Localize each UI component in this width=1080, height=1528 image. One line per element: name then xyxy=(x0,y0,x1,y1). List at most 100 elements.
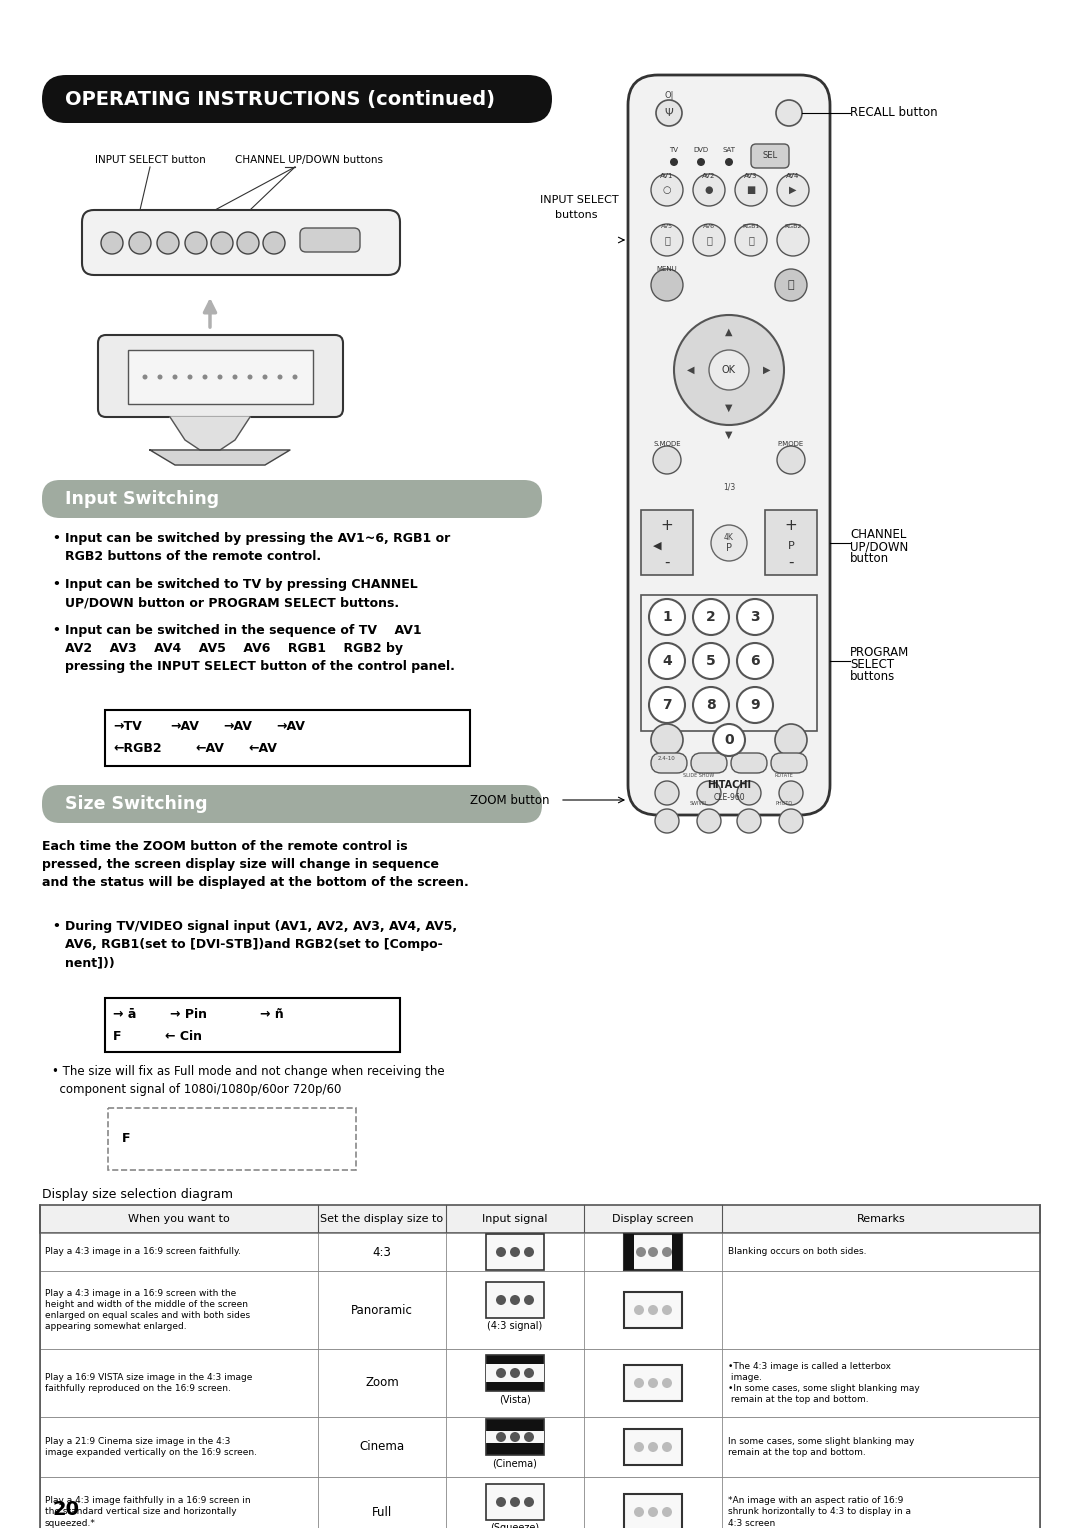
Text: OK: OK xyxy=(723,365,735,374)
Text: → Pin: → Pin xyxy=(170,1007,207,1021)
Text: INPUT SELECT: INPUT SELECT xyxy=(540,196,619,205)
Circle shape xyxy=(737,808,761,833)
Text: Play a 4:3 image faithfully in a 16:9 screen in
the standard vertical size and h: Play a 4:3 image faithfully in a 16:9 sc… xyxy=(45,1496,251,1528)
Circle shape xyxy=(510,1497,519,1507)
Circle shape xyxy=(654,808,679,833)
Circle shape xyxy=(674,315,784,425)
Text: ⏸: ⏸ xyxy=(664,235,670,244)
Text: 5: 5 xyxy=(706,654,716,668)
Circle shape xyxy=(651,174,683,206)
Text: Play a 21:9 Cinema size image in the 4:3
image expanded vertically on the 16:9 s: Play a 21:9 Cinema size image in the 4:3… xyxy=(45,1436,257,1458)
Circle shape xyxy=(524,1432,534,1442)
Bar xyxy=(486,1235,544,1270)
Bar xyxy=(486,1282,544,1319)
Circle shape xyxy=(777,99,802,125)
Circle shape xyxy=(157,232,179,254)
Circle shape xyxy=(634,1442,644,1452)
Circle shape xyxy=(713,724,745,756)
Text: INPUT SELECT button: INPUT SELECT button xyxy=(95,154,206,165)
Circle shape xyxy=(777,225,809,257)
Circle shape xyxy=(232,374,238,379)
Text: button: button xyxy=(850,553,889,565)
Text: SWIVEL: SWIVEL xyxy=(690,801,708,805)
Circle shape xyxy=(496,1432,507,1442)
Text: 7: 7 xyxy=(662,698,672,712)
Circle shape xyxy=(693,225,725,257)
Circle shape xyxy=(496,1368,507,1378)
Text: MENU: MENU xyxy=(657,266,677,272)
Bar xyxy=(624,1429,681,1465)
Bar xyxy=(624,1494,681,1528)
Circle shape xyxy=(693,688,729,723)
FancyBboxPatch shape xyxy=(98,335,343,417)
Bar xyxy=(624,1293,681,1328)
Polygon shape xyxy=(150,451,291,465)
Text: ■: ■ xyxy=(746,185,756,196)
Circle shape xyxy=(651,724,683,756)
Text: buttons: buttons xyxy=(555,209,597,220)
Circle shape xyxy=(203,374,207,379)
Circle shape xyxy=(524,1247,534,1258)
Text: (Vista): (Vista) xyxy=(499,1394,531,1404)
Text: AV2: AV2 xyxy=(702,173,716,179)
FancyBboxPatch shape xyxy=(751,144,789,168)
Polygon shape xyxy=(170,417,249,451)
Circle shape xyxy=(777,446,805,474)
Circle shape xyxy=(779,781,804,805)
Text: Display size selection diagram: Display size selection diagram xyxy=(42,1187,233,1201)
Text: 3: 3 xyxy=(751,610,760,623)
Circle shape xyxy=(656,99,681,125)
Text: SELECT: SELECT xyxy=(850,659,894,671)
Text: •: • xyxy=(52,623,59,637)
Text: During TV/VIDEO signal input (AV1, AV2, AV3, AV4, AV5,
AV6, RGB1(set to [DVI-STB: During TV/VIDEO signal input (AV1, AV2, … xyxy=(65,920,457,969)
Text: ▶: ▶ xyxy=(764,365,771,374)
Text: ◀: ◀ xyxy=(652,541,661,552)
Circle shape xyxy=(654,781,679,805)
Circle shape xyxy=(649,688,685,723)
FancyBboxPatch shape xyxy=(627,75,831,814)
Bar xyxy=(40,1349,1040,1416)
Bar xyxy=(486,1432,544,1442)
Circle shape xyxy=(693,599,729,636)
Circle shape xyxy=(524,1368,534,1378)
Bar xyxy=(486,1365,544,1381)
Bar xyxy=(40,1233,1040,1271)
Text: Zoom: Zoom xyxy=(365,1377,399,1389)
Text: Input can be switched by pressing the AV1~6, RGB1 or
RGB2 buttons of the remote : Input can be switched by pressing the AV… xyxy=(65,532,450,562)
FancyBboxPatch shape xyxy=(300,228,360,252)
Circle shape xyxy=(697,157,705,167)
Circle shape xyxy=(653,446,681,474)
Circle shape xyxy=(737,781,761,805)
Circle shape xyxy=(636,1247,646,1258)
Circle shape xyxy=(708,350,750,390)
Text: Input signal: Input signal xyxy=(483,1215,548,1224)
Text: RGB1: RGB1 xyxy=(742,223,759,229)
Circle shape xyxy=(737,599,773,636)
Text: Ψ: Ψ xyxy=(664,108,673,118)
Text: Set the display size to: Set the display size to xyxy=(321,1215,444,1224)
FancyBboxPatch shape xyxy=(691,753,727,773)
Text: SAT: SAT xyxy=(723,147,735,153)
Text: PHOTO: PHOTO xyxy=(775,801,793,805)
Text: Ο|: Ο| xyxy=(664,90,674,99)
Circle shape xyxy=(185,232,207,254)
Text: RECALL button: RECALL button xyxy=(850,107,937,119)
Text: Input can be switched in the sequence of TV    AV1
AV2    AV3    AV4    AV5    A: Input can be switched in the sequence of… xyxy=(65,623,455,672)
Circle shape xyxy=(173,374,177,379)
Text: Input can be switched to TV by pressing CHANNEL
UP/DOWN button or PROGRAM SELECT: Input can be switched to TV by pressing … xyxy=(65,578,418,610)
Text: P: P xyxy=(726,542,732,553)
Text: →AV: →AV xyxy=(276,720,305,732)
Text: ◀: ◀ xyxy=(687,365,694,374)
Circle shape xyxy=(496,1247,507,1258)
Circle shape xyxy=(725,157,733,167)
Text: AV6: AV6 xyxy=(703,223,715,229)
Circle shape xyxy=(211,232,233,254)
Text: Panoramic: Panoramic xyxy=(351,1303,413,1317)
Text: 8: 8 xyxy=(706,698,716,712)
Circle shape xyxy=(237,232,259,254)
Text: →TV: →TV xyxy=(113,720,141,732)
Circle shape xyxy=(662,1247,672,1258)
Text: UP/DOWN: UP/DOWN xyxy=(850,541,908,553)
Text: ← Cin: ← Cin xyxy=(165,1030,202,1042)
Text: ●: ● xyxy=(705,185,713,196)
